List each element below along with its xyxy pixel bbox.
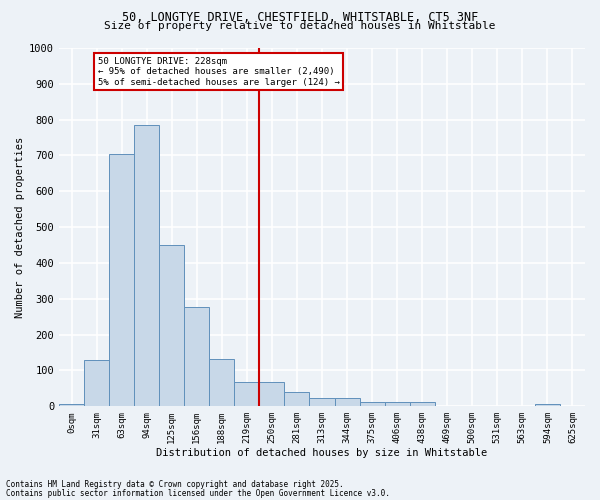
- Bar: [59, 404, 84, 406]
- Text: Contains HM Land Registry data © Crown copyright and database right 2025.: Contains HM Land Registry data © Crown c…: [6, 480, 344, 489]
- Text: Size of property relative to detached houses in Whitstable: Size of property relative to detached ho…: [104, 21, 496, 31]
- Bar: [84, 360, 109, 406]
- Bar: [359, 402, 385, 406]
- Bar: [335, 398, 359, 406]
- Text: Contains public sector information licensed under the Open Government Licence v3: Contains public sector information licen…: [6, 488, 390, 498]
- Bar: [209, 358, 235, 406]
- Text: 50 LONGTYE DRIVE: 228sqm
← 95% of detached houses are smaller (2,490)
5% of semi: 50 LONGTYE DRIVE: 228sqm ← 95% of detach…: [98, 57, 340, 87]
- Bar: [284, 392, 310, 406]
- Bar: [109, 154, 134, 406]
- Bar: [310, 398, 335, 406]
- Bar: [385, 402, 410, 406]
- Bar: [410, 402, 435, 406]
- X-axis label: Distribution of detached houses by size in Whitstable: Distribution of detached houses by size …: [157, 448, 488, 458]
- Bar: [159, 245, 184, 406]
- Bar: [259, 382, 284, 406]
- Bar: [184, 306, 209, 406]
- Y-axis label: Number of detached properties: Number of detached properties: [15, 136, 25, 318]
- Bar: [235, 382, 259, 406]
- Bar: [535, 404, 560, 406]
- Text: 50, LONGTYE DRIVE, CHESTFIELD, WHITSTABLE, CT5 3NF: 50, LONGTYE DRIVE, CHESTFIELD, WHITSTABL…: [122, 11, 478, 24]
- Bar: [134, 125, 159, 406]
